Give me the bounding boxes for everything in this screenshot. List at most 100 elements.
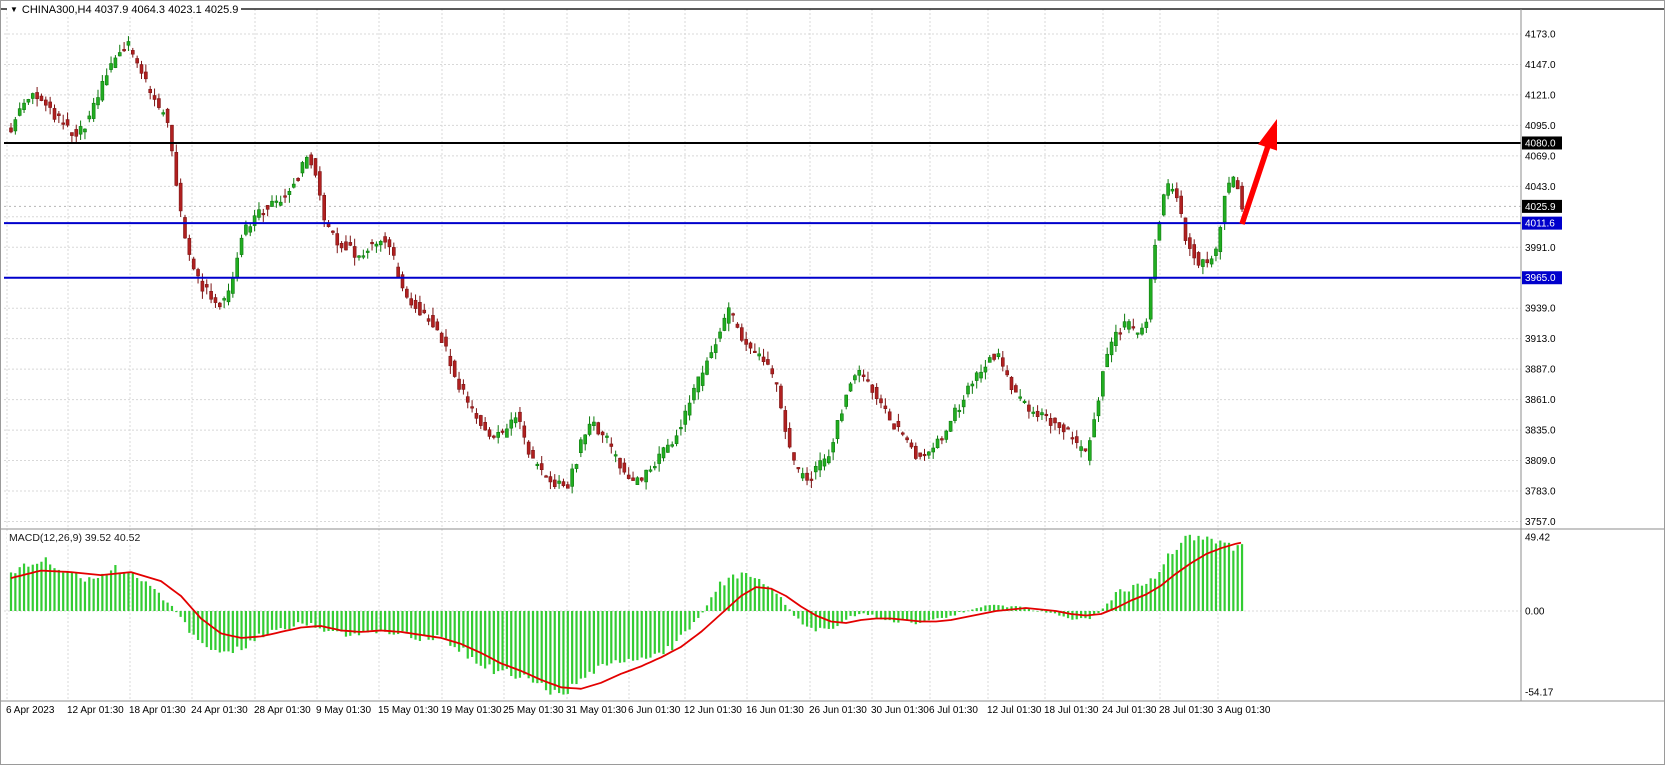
macd-bar <box>323 611 326 632</box>
candle-body <box>126 41 131 46</box>
macd-bar <box>375 611 378 634</box>
arrow-shaft[interactable] <box>1239 140 1273 225</box>
candle-body <box>248 226 253 233</box>
macd-bar <box>366 611 369 633</box>
candle-body <box>705 360 709 375</box>
time-axis-label: 3 Aug 01:30 <box>1217 705 1271 716</box>
candle-body <box>418 302 422 316</box>
candle-body <box>626 474 631 479</box>
candle-body <box>713 344 718 353</box>
macd-bar <box>349 611 352 636</box>
candle-body <box>178 182 183 212</box>
macd-bar <box>1184 535 1187 611</box>
candle-body <box>9 127 13 133</box>
candle-body <box>552 479 557 488</box>
macd-bar <box>149 585 152 611</box>
macd-bar <box>453 611 456 648</box>
candle-body <box>1074 436 1079 443</box>
candle-body <box>1018 396 1023 399</box>
candle-body <box>152 95 157 100</box>
candle-body <box>987 357 992 363</box>
price-tag-label: 4011.6 <box>1525 219 1555 230</box>
macd-bar <box>1110 600 1113 611</box>
candle-body <box>957 409 962 413</box>
macd-bar <box>558 611 561 694</box>
macd-bar <box>792 611 796 616</box>
candle-body <box>744 339 748 345</box>
candle-body <box>652 466 657 469</box>
macd-bar <box>840 611 843 622</box>
price-tag-bg <box>1522 199 1562 213</box>
candle-body <box>1140 327 1144 335</box>
macd-bar <box>975 608 978 611</box>
macd-bar <box>318 611 321 629</box>
macd-bar <box>858 611 861 615</box>
candle-body <box>200 280 205 292</box>
candle-body <box>522 425 527 438</box>
candle-body <box>396 266 400 278</box>
candle-body <box>452 360 457 377</box>
macd-indicator-label: MACD(12,26,9) 39.52 40.52 <box>7 532 143 544</box>
macd-bar <box>1232 550 1235 611</box>
macd-bar <box>949 611 952 616</box>
candle-body <box>170 124 174 152</box>
candle-body <box>892 423 896 430</box>
candle-body <box>17 108 22 116</box>
macd-bar <box>662 611 665 655</box>
price-axis-label: 4121.0 <box>1525 90 1556 101</box>
candle-body <box>122 49 126 52</box>
price-axis[interactable]: 4173.0 4147.0 4121.0 4095.0 4069.0 4043.0 3991… <box>1525 30 1556 528</box>
macd-bar <box>427 611 430 640</box>
macd-bar <box>1149 578 1152 611</box>
macd-bar <box>440 611 443 637</box>
candle-body <box>244 224 248 235</box>
candle-body <box>822 458 827 467</box>
macd-bar <box>196 611 200 640</box>
symbol-ohlc-label: ▼ CHINA300,H4 4037.9 4064.3 4023.1 4025.… <box>7 4 242 16</box>
candle-body <box>687 402 692 416</box>
macd-bar <box>1053 611 1057 614</box>
trend-arrow[interactable] <box>1239 119 1277 225</box>
arrow-head[interactable] <box>1258 119 1277 151</box>
time-axis-label: 18 Jul 01:30 <box>1044 705 1099 716</box>
candle-body <box>944 430 949 440</box>
macd-bar <box>618 611 622 663</box>
macd-bar <box>1140 585 1144 611</box>
candle-body <box>557 480 561 484</box>
macd-bar <box>57 569 60 611</box>
macd-bar <box>584 611 587 678</box>
macd-axis[interactable]: 49.42 0.00 -54.17 <box>1525 533 1554 699</box>
macd-bar <box>675 611 678 642</box>
macd-bar <box>914 611 917 625</box>
candle-body <box>174 152 179 186</box>
macd-bar <box>109 570 113 611</box>
candle-body <box>596 422 601 435</box>
macd-bar <box>649 611 652 658</box>
macd-bar <box>862 611 865 614</box>
chart-dropdown-arrow-icon[interactable]: ▼ <box>10 5 18 14</box>
macd-bar <box>953 611 957 616</box>
macd-bar <box>1236 545 1239 611</box>
candle-body <box>30 93 35 99</box>
candle-body <box>344 241 348 251</box>
candle-body <box>718 331 722 339</box>
candle-body <box>1231 176 1236 188</box>
macd-bar <box>401 611 404 632</box>
macd-bar <box>518 611 522 678</box>
macd-bar <box>514 611 517 679</box>
macd-bar <box>170 605 174 611</box>
macd-bar <box>993 604 996 611</box>
time-axis-label: 24 Apr 01:30 <box>191 705 248 716</box>
candle-body <box>539 463 544 471</box>
macd-bar <box>1188 534 1191 611</box>
candle-body <box>866 379 870 382</box>
candle-body <box>970 383 975 387</box>
macd-bar <box>523 611 526 675</box>
candle-body <box>531 450 535 459</box>
macd-bar <box>736 578 739 611</box>
time-axis[interactable]: 6 Apr 2023 12 Apr 01:30 18 Apr 01:30 24 Apr… <box>6 705 1271 716</box>
candle-body <box>22 102 26 110</box>
candle-body <box>783 410 788 432</box>
time-axis-label: 25 May 01:30 <box>503 705 564 716</box>
